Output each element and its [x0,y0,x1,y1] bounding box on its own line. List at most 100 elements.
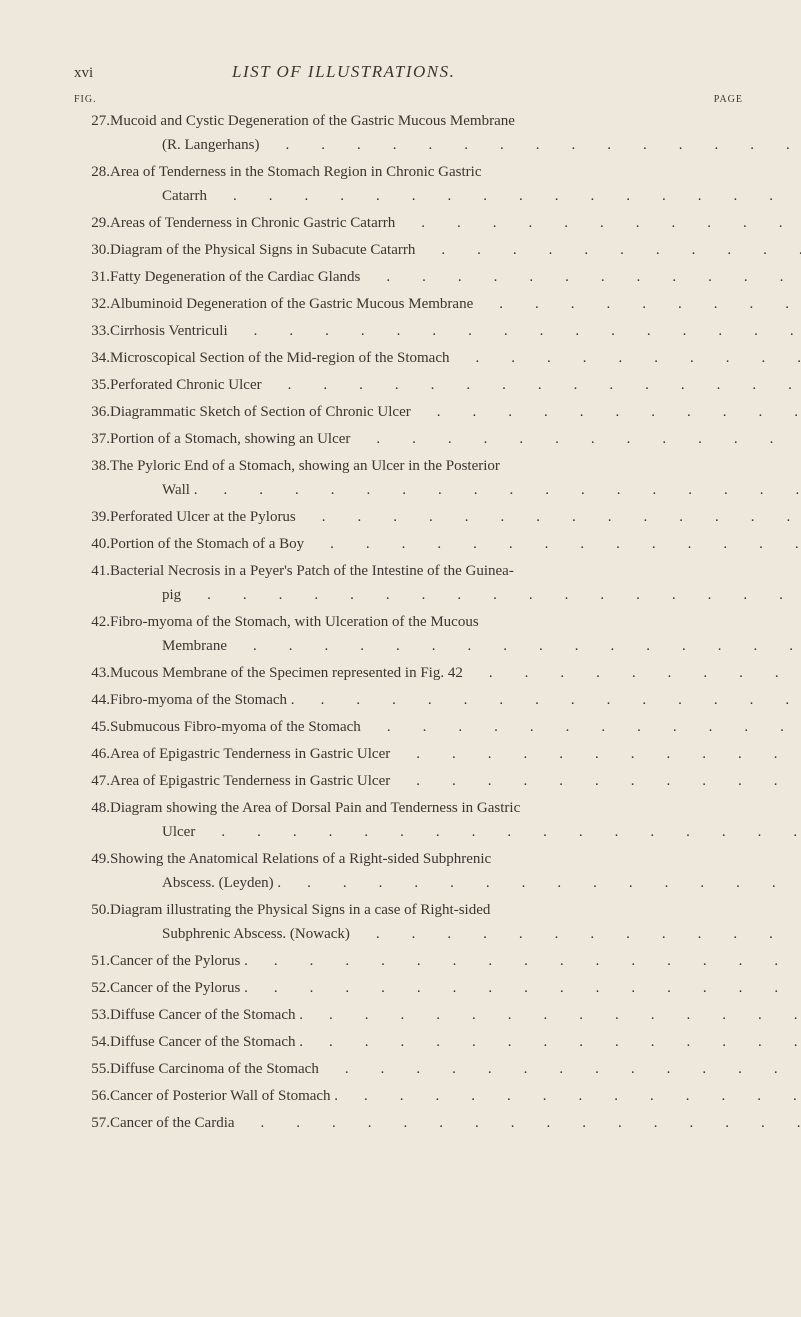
entry-body: Perforated Ulcer at the Pylorus.........… [110,505,801,529]
leader-dots: .................... [295,688,801,712]
list-entry: 28. Area of Tenderness in the Stomach Re… [74,160,751,208]
entry-line: Diagram illustrating the Physical Signs … [110,898,801,922]
entry-number: 43. [74,661,110,685]
list-entry: 47. Area of Epigastric Tenderness in Gas… [74,769,751,793]
list-entry: 44. Fibro-myoma of the Stomach .........… [74,688,751,712]
entry-line: Portion of the Stomach of a Boy.........… [110,532,801,556]
entry-text: Microscopical Section of the Mid-region … [110,346,450,370]
entry-body: Bacterial Necrosis in a Peyer's Patch of… [110,559,801,607]
entry-number: 53. [74,1003,110,1027]
entry-line: Fatty Degeneration of the Cardiac Glands… [110,265,801,289]
list-entry: 31. Fatty Degeneration of the Cardiac Gl… [74,265,751,289]
entry-text: Diagram showing the Area of Dorsal Pain … [110,796,520,820]
entry-line: Diagrammatic Sketch of Section of Chroni… [110,400,801,424]
list-entry: 36. Diagrammatic Sketch of Section of Ch… [74,400,751,424]
entry-line: Diagram of the Physical Signs in Subacut… [110,238,801,262]
leader-dots: .................... [296,505,801,529]
entry-text: Diagram illustrating the Physical Signs … [110,898,490,922]
entry-body: Diagram showing the Area of Dorsal Pain … [110,796,801,844]
entry-body: Cancer of Posterior Wall of Stomach ....… [110,1084,801,1108]
list-entry: 34. Microscopical Section of the Mid-reg… [74,346,751,370]
entry-line: Showing the Anatomical Relations of a Ri… [110,847,801,871]
list-entry: 51. Cancer of the Pylorus ..............… [74,949,751,973]
entry-number: 35. [74,373,110,397]
entry-text: Cancer of the Pylorus . [110,976,248,1000]
leader-dots: .................... [303,1030,801,1054]
entry-body: Area of Epigastric Tenderness in Gastric… [110,769,801,793]
entry-line: Mucous Membrane of the Specimen represen… [110,661,801,685]
entry-line: Diffuse Cancer of the Stomach ..........… [110,1003,801,1027]
entry-continuation-text: Catarrh [162,184,207,208]
entry-line: Cancer of the Pylorus ..................… [110,976,801,1000]
entry-text: Perforated Chronic Ulcer [110,373,262,397]
entry-line: The Pyloric End of a Stomach, showing an… [110,454,801,478]
entry-number: 54. [74,1030,110,1054]
entry-text: Mucoid and Cystic Degeneration of the Ga… [110,109,515,133]
entry-number: 51. [74,949,110,973]
leader-dots: .................... [181,583,801,607]
entry-line: Perforated Chronic Ulcer................… [110,373,801,397]
entry-line: Area of Epigastric Tenderness in Gastric… [110,769,801,793]
entry-number: 57. [74,1111,110,1135]
list-entry: 41. Bacterial Necrosis in a Peyer's Patc… [74,559,751,607]
list-entry: 53. Diffuse Cancer of the Stomach ......… [74,1003,751,1027]
entry-number: 44. [74,688,110,712]
entry-number: 47. [74,769,110,793]
leader-dots: .................... [350,922,801,946]
entry-body: Microscopical Section of the Mid-region … [110,346,801,370]
leader-dots: .................... [350,427,801,451]
entry-text: Cancer of Posterior Wall of Stomach . [110,1084,338,1108]
leader-dots: .................... [390,769,801,793]
entry-body: Showing the Anatomical Relations of a Ri… [110,847,801,895]
entry-body: Portion of a Stomach, showing an Ulcer..… [110,427,801,451]
page-roman-numeral: xvi [74,65,120,82]
entry-body: Diagram of the Physical Signs in Subacut… [110,238,801,262]
entry-line: Fibro-myoma of the Stomach .............… [110,688,801,712]
entry-text: Bacterial Necrosis in a Peyer's Patch of… [110,559,514,583]
entry-continuation: Abscess. (Leyden) .....................4… [110,871,801,895]
entry-line: Microscopical Section of the Mid-region … [110,346,801,370]
leader-dots: .................... [473,292,801,316]
list-entry: 42. Fibro-myoma of the Stomach, with Ulc… [74,610,751,658]
entry-line: Cirrhosis Ventriculi....................… [110,319,801,343]
leader-dots: .................... [304,532,801,556]
entry-line: Area of Tenderness in the Stomach Region… [110,160,801,184]
entry-number: 42. [74,610,110,634]
entry-body: Area of Tenderness in the Stomach Region… [110,160,801,208]
entry-continuation: Membrane....................414 [110,634,801,658]
list-entry: 55. Diffuse Carcinoma of the Stomach....… [74,1057,751,1081]
entry-line: Cancer of the Pylorus ..................… [110,949,801,973]
entry-number: 56. [74,1084,110,1108]
entry-body: Diagrammatic Sketch of Section of Chroni… [110,400,801,424]
entry-number: 52. [74,976,110,1000]
entry-line: Cancer of the Cardia....................… [110,1111,801,1135]
entry-text: Albuminoid Degeneration of the Gastric M… [110,292,473,316]
leader-dots: .................... [281,871,801,895]
entry-continuation-text: Abscess. (Leyden) . [162,871,281,895]
list-entry: 56. Cancer of Posterior Wall of Stomach … [74,1084,751,1108]
entry-text: Showing the Anatomical Relations of a Ri… [110,847,491,871]
entry-line: Cancer of Posterior Wall of Stomach ....… [110,1084,801,1108]
entry-text: Cirrhosis Ventriculi [110,319,228,343]
leader-dots: .................... [259,133,801,157]
entry-line: Fibro-myoma of the Stomach, with Ulcerat… [110,610,801,634]
entry-number: 39. [74,505,110,529]
list-entry: 48. Diagram showing the Area of Dorsal P… [74,796,751,844]
leader-dots: .................... [395,211,801,235]
entry-number: 55. [74,1057,110,1081]
entry-body: Albuminoid Degeneration of the Gastric M… [110,292,801,316]
entry-body: Fibro-myoma of the Stomach, with Ulcerat… [110,610,801,658]
entry-body: Fatty Degeneration of the Cardiac Glands… [110,265,801,289]
entry-text: Mucous Membrane of the Specimen represen… [110,661,463,685]
entry-body: Diagram illustrating the Physical Signs … [110,898,801,946]
list-entry: 54. Diffuse Cancer of the Stomach ......… [74,1030,751,1054]
entry-number: 36. [74,400,110,424]
leader-dots: .................... [262,373,801,397]
leader-dots: .................... [228,319,801,343]
list-entry: 39. Perforated Ulcer at the Pylorus.....… [74,505,751,529]
leader-dots: .................... [248,976,801,1000]
list-entry: 37. Portion of a Stomach, showing an Ulc… [74,427,751,451]
entry-line: Submucous Fibro-myoma of the Stomach....… [110,715,801,739]
leader-dots: .................... [303,1003,801,1027]
entry-number: 30. [74,238,110,262]
